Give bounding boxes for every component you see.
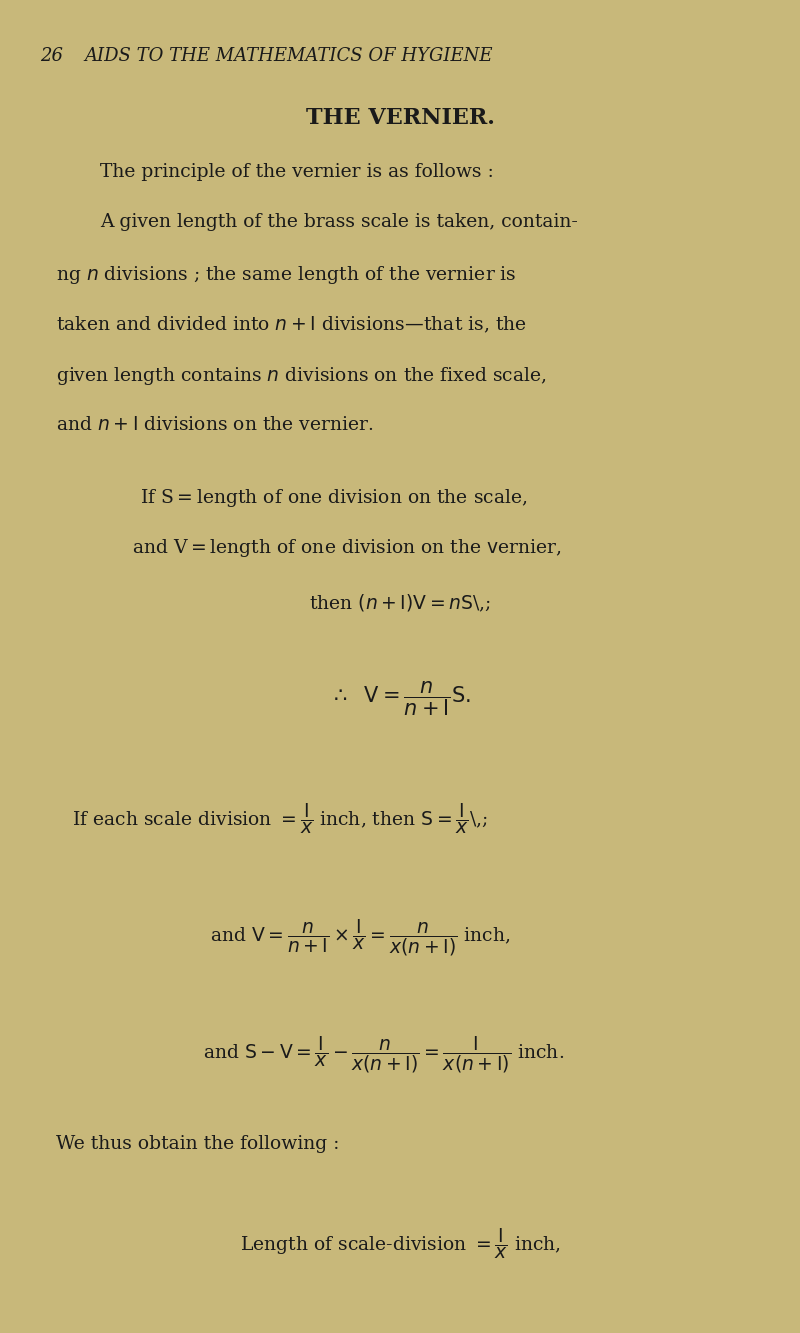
Text: given length contains $n$ divisions on the fixed scale,: given length contains $n$ divisions on t… [56, 365, 546, 388]
Text: and $\mathrm{S}-\mathrm{V}=\dfrac{\mathrm{I}}{x}-\dfrac{n}{x(n+\mathrm{I})}=\dfr: and $\mathrm{S}-\mathrm{V}=\dfrac{\mathr… [203, 1034, 565, 1074]
Text: If S$=$length of one division on the scale,: If S$=$length of one division on the sca… [140, 487, 527, 509]
Text: ng $n$ divisions ; the same length of the vernier is: ng $n$ divisions ; the same length of th… [56, 264, 517, 287]
Text: and V$=$length of one division on the $\mathrm{v}$ernier,: and V$=$length of one division on the $\… [132, 537, 562, 560]
Text: and $\mathrm{V}=\dfrac{n}{n+\mathrm{I}}\times\dfrac{\mathrm{I}}{x}=\dfrac{n}{x(n: and $\mathrm{V}=\dfrac{n}{n+\mathrm{I}}\… [210, 917, 510, 958]
Text: and $n+\mathrm{I}$ divisions on the vernier.: and $n+\mathrm{I}$ divisions on the vern… [56, 416, 374, 435]
Text: A given length of the brass scale is taken, contain-: A given length of the brass scale is tak… [100, 213, 578, 232]
Text: We thus obtain the following :: We thus obtain the following : [56, 1136, 339, 1153]
Text: taken and divided into $n+\mathrm{I}$ divisions—that is, the: taken and divided into $n+\mathrm{I}$ di… [56, 315, 526, 335]
Text: AIDS TO THE MATHEMATICS OF HYGIENE: AIDS TO THE MATHEMATICS OF HYGIENE [84, 47, 493, 65]
Text: If each scale division $=\dfrac{\mathrm{I}}{x}$ inch, then $\mathrm{S}=\dfrac{\m: If each scale division $=\dfrac{\mathrm{… [72, 801, 488, 836]
Text: then $(n+\mathrm{I})\mathrm{V}=n\mathrm{S}$\,;: then $(n+\mathrm{I})\mathrm{V}=n\mathrm{… [309, 593, 491, 615]
Text: The principle of the vernier is as follows :: The principle of the vernier is as follo… [100, 163, 494, 181]
Text: Length of scale-division $=\dfrac{\mathrm{I}}{x}$ inch,: Length of scale-division $=\dfrac{\mathr… [239, 1226, 561, 1261]
Text: THE VERNIER.: THE VERNIER. [306, 107, 494, 129]
Text: 26: 26 [40, 47, 63, 65]
Text: $\therefore\ \ \mathrm{V}=\dfrac{n}{n+\mathrm{I}}\mathrm{S}.$: $\therefore\ \ \mathrm{V}=\dfrac{n}{n+\m… [329, 680, 471, 717]
